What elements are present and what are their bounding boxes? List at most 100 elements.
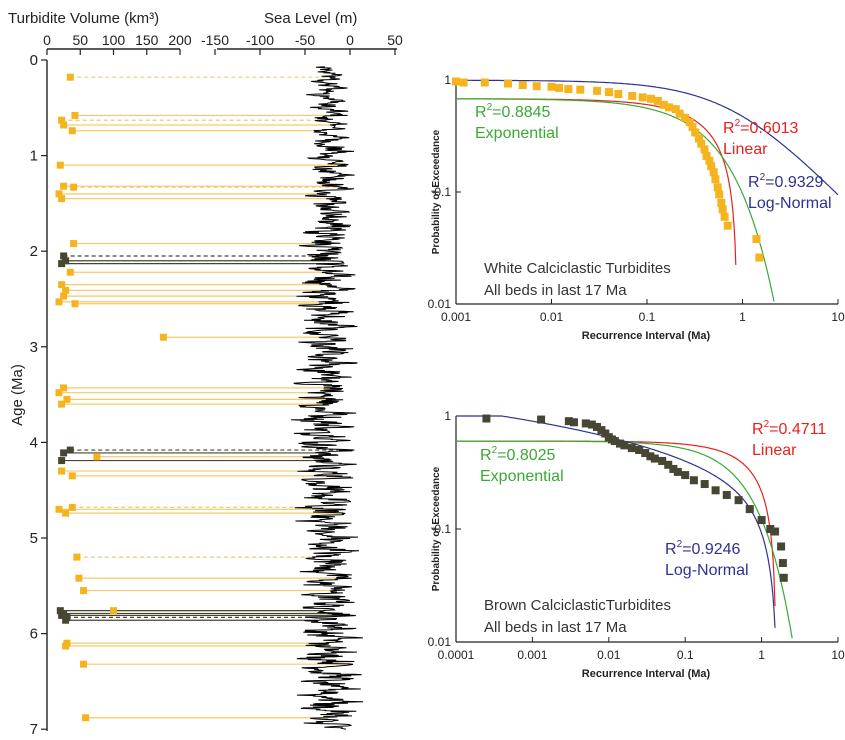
data-point xyxy=(745,505,754,514)
white-turbidite-marker xyxy=(66,268,74,276)
brown-turbidite-marker xyxy=(58,457,66,465)
data-point xyxy=(700,480,709,489)
sea-level-tick-label: -50 xyxy=(295,32,315,48)
x-tick-label: 10 xyxy=(831,310,845,324)
white-turbidite-marker xyxy=(82,714,90,722)
top-annotation-line1: White Calciclastic Turbidites xyxy=(484,260,671,277)
data-point xyxy=(503,79,512,88)
age-tick-label: 3 xyxy=(30,339,38,356)
data-point xyxy=(555,83,564,92)
volume-tick-label: 50 xyxy=(72,32,88,48)
data-point xyxy=(688,123,697,132)
data-point xyxy=(564,85,573,94)
data-point xyxy=(689,476,698,485)
data-point xyxy=(459,78,468,87)
data-point xyxy=(705,156,714,165)
fit-r2-label: R2=0.9329 xyxy=(748,172,824,191)
data-point xyxy=(482,414,491,423)
white-turbidite-marker xyxy=(75,574,83,582)
data-point xyxy=(681,113,690,122)
white-turbidite-marker xyxy=(60,292,68,300)
white-turbidite-marker xyxy=(60,121,68,129)
fit-r2-label: R2=0.8025 xyxy=(480,445,556,464)
white-turbidite-marker xyxy=(70,183,78,191)
y-tick-label: 0.01 xyxy=(428,635,452,649)
white-turbidite-marker xyxy=(55,389,63,397)
white-turbidite-marker xyxy=(159,333,167,341)
fit-r2-label: R2=0.4711 xyxy=(752,419,826,438)
fit-curve-log-normal xyxy=(456,79,839,196)
data-point xyxy=(646,94,655,103)
data-point xyxy=(720,212,729,221)
white-turbidite-marker xyxy=(70,240,78,248)
fit-model-label: Log-Normal xyxy=(748,195,832,212)
data-point xyxy=(547,82,556,91)
fit-r2-label: R2=0.8845 xyxy=(475,102,551,121)
y-tick-label: 0.01 xyxy=(428,297,452,311)
volume-tick-label: 100 xyxy=(102,32,126,48)
age-axis-label: Age (Ma) xyxy=(9,364,26,426)
data-point xyxy=(755,253,764,262)
data-point xyxy=(664,460,673,469)
data-point xyxy=(713,183,722,192)
data-point xyxy=(537,415,546,424)
x-tick-label: 0.1 xyxy=(677,648,694,662)
data-point xyxy=(779,573,788,582)
age-tick-label: 0 xyxy=(30,52,38,69)
data-point xyxy=(646,452,655,461)
x-tick-label: 1 xyxy=(739,310,746,324)
data-point xyxy=(671,105,680,114)
data-point xyxy=(757,516,766,525)
volume-tick-label: 200 xyxy=(168,32,192,48)
data-point xyxy=(627,444,636,453)
data-point xyxy=(653,96,662,105)
fit-curve-linear xyxy=(456,440,776,607)
white-turbidite-marker xyxy=(80,587,88,595)
data-point xyxy=(702,151,711,160)
turbidite-sea-level-panel: Turbidite Volume (km³) Sea Level (m) 0 50… xyxy=(8,10,403,738)
data-point xyxy=(691,128,700,137)
data-point xyxy=(593,86,602,95)
x-tick-label: 10 xyxy=(831,648,845,662)
data-point xyxy=(658,456,667,465)
white-turbidite-marker xyxy=(63,395,71,403)
x-tick-label: 0.0001 xyxy=(438,648,475,662)
x-tick-label: 0.01 xyxy=(597,648,621,662)
data-point xyxy=(723,221,732,230)
data-point xyxy=(635,446,644,455)
data-point xyxy=(581,419,590,428)
sea-level-axis-label: Sea Level (m) xyxy=(264,10,357,27)
brown-turbidite-marker xyxy=(58,260,66,268)
y-tick-label: 0.1 xyxy=(434,185,451,199)
data-point xyxy=(532,82,541,91)
data-point xyxy=(715,190,724,199)
white-turbidite-marker xyxy=(58,195,66,203)
sea-level-tick-label: -100 xyxy=(246,32,274,48)
data-point xyxy=(675,109,684,118)
sea-level-tick-label: -150 xyxy=(201,32,229,48)
white-turbidite-marker xyxy=(71,111,79,119)
white-turbidite-marker xyxy=(55,505,63,513)
data-point xyxy=(564,417,573,426)
data-point xyxy=(638,93,647,102)
data-point xyxy=(777,542,786,551)
x-tick-label: 0.1 xyxy=(639,310,656,324)
white-turbidite-marker xyxy=(68,472,76,480)
white-turbidite-marker xyxy=(93,453,101,461)
bottom-annotation-line2: All beds in last 17 Ma xyxy=(484,619,627,636)
white-turbidite-marker xyxy=(55,298,63,306)
fit-model-label: Log-Normal xyxy=(665,562,749,579)
age-tick-label: 5 xyxy=(30,530,38,547)
x-tick-label: 0.001 xyxy=(441,310,471,324)
x-tick-label: 0.01 xyxy=(540,310,564,324)
brown-turbidite-marker xyxy=(60,449,68,457)
data-point xyxy=(709,168,718,177)
sea-level-curve xyxy=(291,66,364,730)
data-point xyxy=(576,85,585,94)
white-turbidite-marker xyxy=(62,286,70,294)
volume-tick-label: 150 xyxy=(135,32,159,48)
fit-model-label: Exponential xyxy=(480,468,564,485)
white-turbidite-panel: 0.001 0.01 0.1 1 100.010.11 Probability of E… xyxy=(428,73,845,342)
white-turbidite-marker xyxy=(110,607,117,615)
